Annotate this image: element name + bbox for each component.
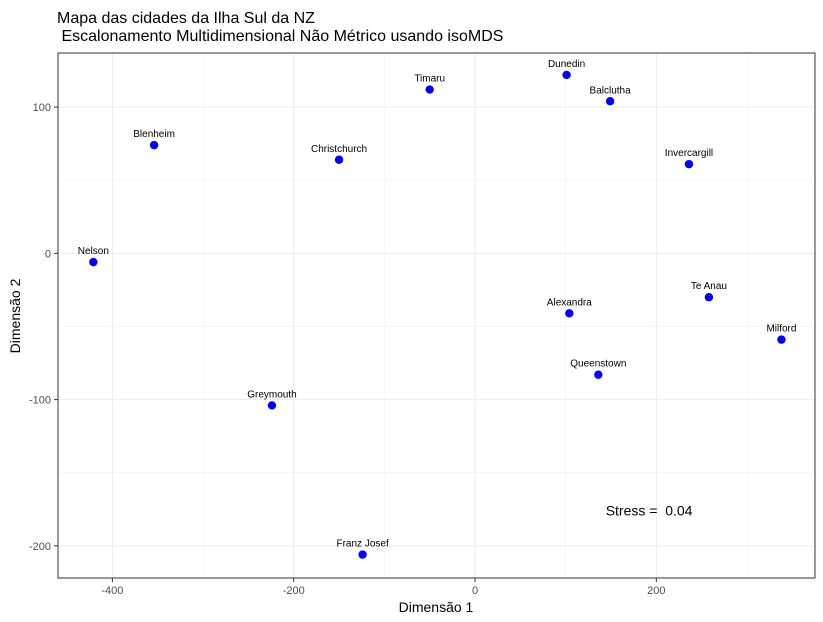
point-label: Milford (766, 324, 796, 335)
data-point (605, 97, 615, 106)
chart-title: Mapa das cidades da Ilha Sul da NZ (57, 10, 315, 27)
points-layer (89, 70, 786, 559)
point-label: Nelson (78, 246, 109, 257)
point-label: Timaru (414, 74, 445, 85)
point-label: Christchurch (311, 144, 367, 155)
point-label: Blenheim (133, 129, 175, 140)
point-label: Dunedin (548, 59, 585, 70)
y-tick-label: 100 (33, 102, 51, 114)
y-tick-label: -200 (29, 541, 51, 553)
x-tick-label: 0 (472, 585, 478, 597)
data-point (684, 159, 694, 169)
x-tick-label: 200 (647, 585, 665, 597)
plot-background (58, 53, 815, 578)
point-label: Alexandra (547, 297, 592, 308)
data-point (267, 401, 277, 410)
point-label: Queenstown (570, 359, 626, 370)
y-tick-label: -100 (29, 395, 51, 407)
y-axis-title: Dimensão 2 (7, 278, 23, 353)
data-point (334, 155, 344, 164)
data-point (704, 293, 714, 302)
point-label: Franz Josef (336, 539, 388, 550)
data-point (89, 257, 98, 267)
chart-subtitle: Escalonamento Multidimensional Não Métri… (57, 28, 503, 45)
x-tick-label: -400 (101, 585, 123, 597)
data-point (565, 309, 574, 318)
x-axis: -400 -200 0 200 (101, 578, 666, 597)
data-point (594, 370, 603, 379)
data-point (358, 550, 367, 559)
data-point (149, 140, 159, 150)
plot-border (57, 52, 816, 579)
point-label: Greymouth (247, 389, 296, 400)
y-axis: -200 -100 0 100 (29, 102, 58, 553)
grid-major (58, 53, 815, 578)
data-point (562, 70, 571, 80)
stress-annotation: Stress = 0.04 (606, 503, 693, 519)
point-label: Te Anau (691, 281, 727, 292)
y-tick-label: 0 (45, 248, 51, 260)
grid-minor (58, 53, 815, 578)
data-point (425, 85, 434, 94)
point-label: Invercargill (665, 148, 713, 159)
point-labels-layer: Timaru Dunedin Balclutha Blenheim Christchur… (78, 59, 797, 550)
data-point (777, 335, 786, 344)
point-label: Balclutha (590, 85, 632, 96)
plot-area: Timaru Dunedin Balclutha Blenheim Christchur… (57, 52, 816, 579)
x-tick-label: -200 (283, 585, 305, 597)
x-axis-title: Dimensão 1 (399, 599, 474, 615)
